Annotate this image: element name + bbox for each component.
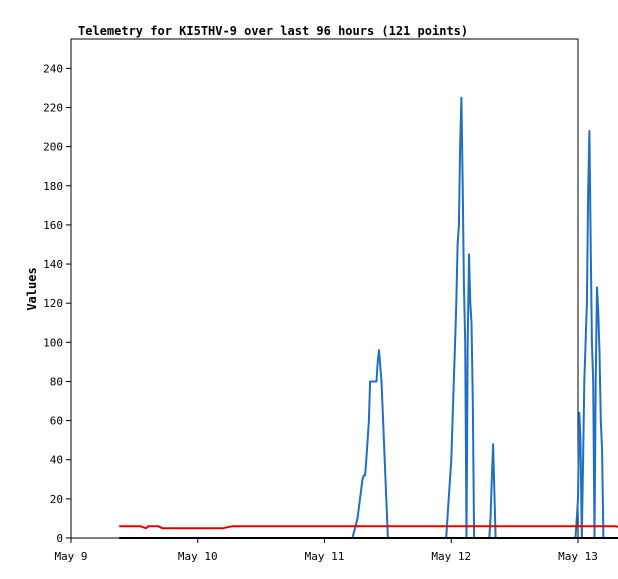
plot-frame — [70, 38, 579, 539]
y-tick-label: 80 — [50, 375, 63, 388]
y-axis-label: Values — [25, 267, 39, 310]
y-tick-label: 60 — [50, 415, 63, 428]
y-tick-label: 20 — [50, 493, 63, 506]
y-tick-label: 40 — [50, 454, 63, 467]
y-tick-label: 140 — [43, 258, 63, 271]
x-tick-label: May 12 — [431, 550, 471, 563]
plot-area: 0 20 40 60 80 100 120 140 160 180 200 220 240 May 9 Ma… — [43, 38, 618, 563]
y-tick-label: 120 — [43, 297, 63, 310]
x-tick-label: May 13 — [558, 550, 598, 563]
y-tick-label: 0 — [56, 532, 63, 545]
x-tick-label: May 10 — [178, 550, 218, 563]
y-tick-label: 100 — [43, 336, 63, 349]
y-tick-label: 180 — [43, 180, 63, 193]
series-line-3 — [119, 525, 618, 530]
chart-title: Telemetry for KI5THV-9 over last 96 hour… — [78, 24, 468, 38]
y-tick-label: 220 — [43, 101, 63, 114]
x-tick-label: May 9 — [54, 550, 87, 563]
x-tick-label: May 11 — [305, 550, 345, 563]
y-tick-label: 200 — [43, 141, 63, 154]
y-tick-label: 160 — [43, 219, 63, 232]
y-tick-label: 240 — [43, 62, 63, 75]
